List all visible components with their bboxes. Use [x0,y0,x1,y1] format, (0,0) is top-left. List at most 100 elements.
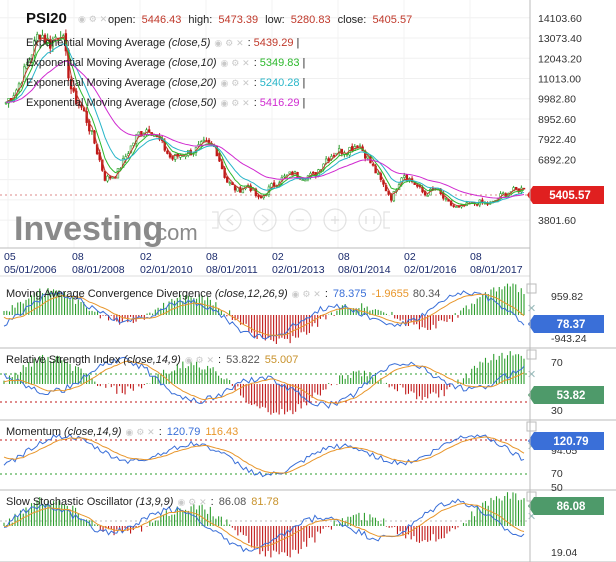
ema-legend-controls-icon: ◉ ⚙ ✕ [214,39,243,49]
time-axis-date: 08/01/2014 [338,264,391,276]
mom-title: Momentum (close,14,9) ◉ ⚙ ✕:120.79 116.43 [6,426,238,438]
main-scale-tick: 7922.40 [538,134,576,146]
macd-title-params: (close,12,26,9) [215,288,288,300]
nav-zoom-out-icon[interactable] [288,208,312,232]
stoch-close-icon: ✕ [527,510,536,523]
candle-body [377,173,380,175]
ema-legend-controls-icon: ◉ ⚙ ✕ [221,59,250,69]
macd-badge-bg [528,315,604,333]
macd-maximize-icon [526,283,537,294]
candle-body [189,150,193,156]
ema-legend-bar: | [296,37,299,49]
candle-body [257,195,260,198]
candle-body [207,139,211,144]
candle-body [77,104,81,106]
low-label: low: [265,14,285,26]
ema-legend-params: (close,50) [168,97,217,109]
time-axis[interactable]: 0505/01/20060808/01/20080202/01/20100808… [0,247,530,277]
candle-body [103,171,107,181]
candle-body [340,148,343,154]
ema-legend-value: 5240.28 [260,77,300,89]
candle-body [236,187,239,192]
rsi-badge-value: 53.82 [557,390,586,402]
time-axis-top: 08 [206,251,218,263]
ema-legend-bar: | [303,97,306,109]
watermark-brand: Investing [14,210,163,248]
stoch-badge-value: 86.08 [557,501,586,513]
time-axis-date: 08/01/2008 [72,264,125,276]
nav-controls[interactable] [212,208,390,232]
stoch-value-1: 86.08 [219,496,247,508]
time-axis-date: 02/01/2013 [272,264,325,276]
rsi-title-sep: : [218,354,221,366]
mom-maximize-icon [526,421,537,432]
nav-arrow-right-icon[interactable] [253,208,277,232]
main-scale-tick: 12043.20 [538,53,582,65]
main-scale-tick: 13073.40 [538,33,582,45]
svg-text:open: 5446.43 high: open: 5446.43 high: 5473.39 low: 5280.83… [108,14,412,26]
watermark-suffix: .com [150,220,198,245]
mom-line-main [3,433,525,478]
ema-legend-controls-icon: ◉ ⚙ ✕ [221,79,250,89]
ema-line-12 [5,43,525,204]
stoch-scale-tick: 19.04 [551,547,577,559]
time-axis-top: 02 [404,251,416,263]
ema-legend-sep: : [254,77,257,89]
candle-body [452,205,455,207]
macd-line-signal [3,293,525,336]
ema-legend-row: Exponential Moving Average (close,10) ◉ ⚙ … [26,57,305,69]
open-value: 5446.43 [142,14,182,26]
stoch-title-params: (13,9,9) [136,496,174,508]
candle-body [272,182,276,187]
price-badge-value: 5405.57 [549,190,591,202]
candle-body [444,198,448,201]
rsi-value-2: 55.007 [265,354,299,366]
stoch-title-sep: : [211,496,214,508]
stoch-title: Slow Stochastic Oscillator (13,9,9) ◉ ⚙ ✕:… [6,496,279,508]
mom-line-signal [3,436,525,474]
macd-scale-tick: -943.24 [551,333,587,345]
time-axis-top: 08 [338,251,350,263]
ema-legend-name: Exponential Moving Average [26,77,165,89]
stochastic-pane: ✕ Slow Stochastic Oscillator (13,9,9) ◉ ⚙ ✕… [0,491,616,562]
price-badge: 5405.57 [527,186,604,204]
ema-legend-value: 5439.29 [254,37,294,49]
mom-close-icon: ✕ [527,440,536,453]
main-scale-tick: 6892.20 [538,154,576,166]
rsi-title-params: (close,14,9) [123,354,181,366]
ema-legend-params: (close,10) [168,57,217,69]
candle-body [88,120,91,132]
ema-legend-name: Exponential Moving Average [26,37,165,49]
time-axis-date: 02/01/2010 [140,264,193,276]
rsi-maximize-icon [526,349,537,360]
macd-value-3: 80.34 [413,288,441,300]
rsi-badge-bg [528,386,604,404]
stoch-title-name: Slow Stochastic Oscillator [6,496,133,508]
main-grid [0,0,530,248]
nav-arrow-left-icon[interactable] [218,208,242,232]
nav-zoom-in-icon[interactable] [323,208,347,232]
ema-legend: Exponential Moving Average (close,5) ◉ ⚙ ✕… [26,37,305,109]
candle-body [111,177,114,179]
candle-body [54,36,57,39]
nav-reset-icon[interactable] [358,208,382,232]
candle-body [426,195,429,197]
header-controls-icon[interactable]: ◉ ⚙ ✕ [78,15,107,25]
ema-legend-bar: | [303,57,306,69]
main-pane: Investing .com PSI20 ◉ ⚙ ✕ open: 5446.43… [0,0,530,248]
close-label: close: [338,14,367,26]
ema-legend-sep: : [254,57,257,69]
candle-body [69,79,73,90]
main-scale-tick: 11013.00 [538,73,581,85]
candle-body [75,90,78,105]
candle-body [137,131,140,136]
main-price-scale[interactable]: 14103.60 13073.40 12043.20 11013.00 9982.80 8… [538,13,582,227]
stoch-controls-icon: ◉ ⚙ ✕ [177,498,206,508]
candle-body [403,175,406,178]
macd-title: Moving Average Convergence Divergence (cl… [6,288,440,300]
candle-body [80,104,83,108]
mom-value-2: 116.43 [205,426,238,438]
candle-body [301,179,304,181]
candle-body [455,206,458,208]
